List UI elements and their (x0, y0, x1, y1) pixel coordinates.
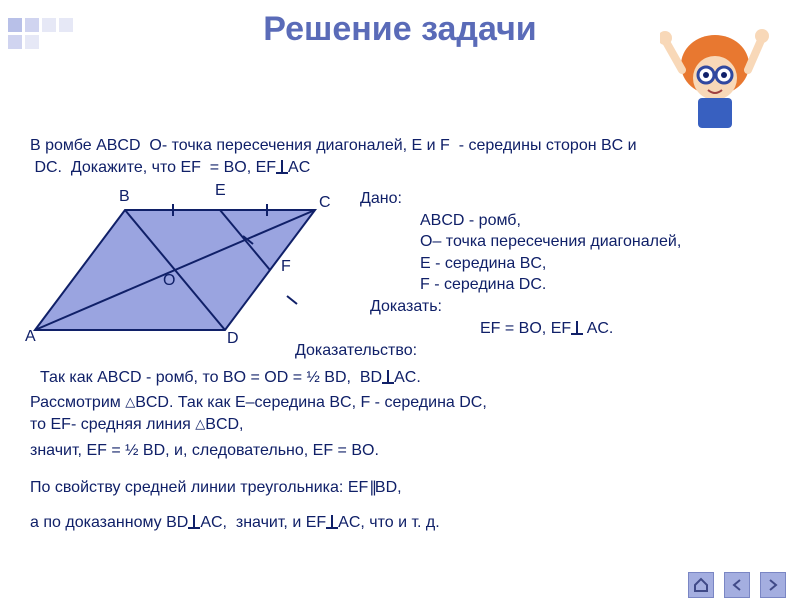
given-line-2: O– точка пересечения диагоналей, (360, 231, 770, 253)
corner-decoration (8, 18, 73, 49)
nav-home-button[interactable] (688, 572, 714, 598)
point-E: E (215, 182, 226, 200)
prove-line: EF = BO, EF AC. (360, 318, 770, 340)
point-O: O (163, 272, 175, 290)
vertex-A: A (25, 328, 36, 346)
vertex-C: C (319, 194, 331, 212)
mascot-icon (660, 20, 770, 140)
proof-line-1: Так как ABCD - ромб, то BO = OD = ½ BD, … (40, 367, 780, 389)
nav-next-button[interactable] (760, 572, 786, 598)
vertex-D: D (227, 330, 239, 348)
given-block: Дано: ABCD - ромб, O– точка пересечения … (360, 188, 770, 339)
proof-line-4: По свойству средней линии треугольника: … (30, 477, 770, 499)
proof-line-2: Рассмотрим △BCD. Так как E–середина BC, … (30, 392, 770, 435)
problem-statement: В ромбе ABCD O- точка пересечения диагон… (30, 135, 650, 178)
nav-prev-button[interactable] (724, 572, 750, 598)
given-line-4: F - середина DC. (360, 274, 770, 296)
given-line-3: E - середина BC, (360, 253, 770, 275)
point-F: F (281, 258, 291, 276)
rhombus-diagram: A B C D E F O (25, 200, 335, 355)
given-line-1: ABCD - ромб, (360, 210, 770, 232)
vertex-B: B (119, 188, 130, 206)
problem-text: В ромбе ABCD O- точка пересечения диагон… (30, 137, 637, 176)
given-title: Дано: (360, 188, 770, 210)
prove-title: Доказать: (360, 296, 770, 318)
proof-line-3: значит, EF = ½ BD, и, следовательно, EF … (30, 440, 770, 462)
proof-line-5: а по доказанному BDAC, значит, и EFAC, ч… (30, 512, 770, 534)
